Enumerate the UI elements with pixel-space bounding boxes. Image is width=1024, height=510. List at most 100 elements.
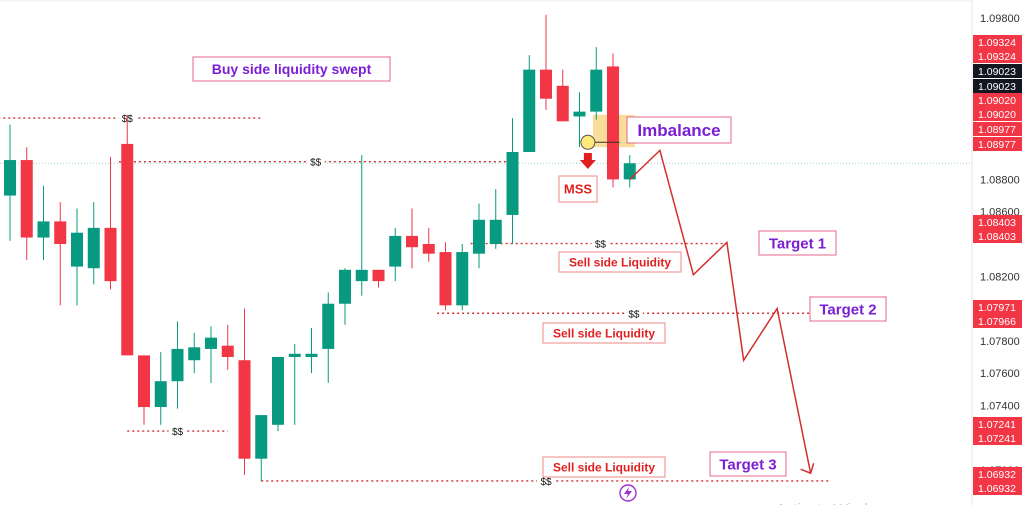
projection-path bbox=[629, 148, 815, 475]
annotation-box bbox=[542, 322, 666, 344]
annotation-box bbox=[709, 451, 787, 477]
y-tick-label: 1.07600 bbox=[980, 368, 1020, 380]
candle-body bbox=[339, 269, 351, 304]
annotation-text: Sell side Liquidity bbox=[553, 460, 655, 474]
candle-body bbox=[456, 252, 469, 306]
price-tag: 1.07971 bbox=[973, 300, 1022, 314]
candle-body bbox=[590, 69, 603, 112]
annotations: Buy side liquidity swept Imbalance MSS Sell… bbox=[192, 56, 887, 478]
price-tag-label: 1.06932 bbox=[978, 483, 1016, 495]
mss-down-arrow bbox=[579, 153, 596, 169]
candle-body bbox=[238, 360, 251, 459]
annotation-text: Buy side liquidity swept bbox=[212, 61, 372, 77]
candle-body bbox=[406, 235, 418, 248]
marker-bg bbox=[624, 308, 643, 319]
candle-body bbox=[607, 66, 619, 180]
price-tag: 1.09020 bbox=[973, 93, 1022, 107]
candle-body bbox=[439, 252, 452, 306]
price-tag-bg bbox=[973, 314, 1022, 328]
candle-body bbox=[188, 347, 201, 361]
y-tick-label: 1.08800 bbox=[980, 174, 1020, 186]
candle-body bbox=[37, 221, 50, 238]
annotation-text: Sell side Liquidity bbox=[553, 326, 655, 340]
price-tag-label: 1.08977 bbox=[978, 124, 1016, 136]
price-tag-bg bbox=[973, 49, 1022, 63]
price-tag-label: 1.08403 bbox=[978, 217, 1016, 229]
price-tag-bg bbox=[973, 93, 1022, 107]
candle-body bbox=[20, 160, 33, 238]
candle-body bbox=[138, 355, 150, 408]
annotation-box bbox=[758, 230, 837, 256]
y-tick-label: 1.07400 bbox=[980, 400, 1020, 412]
candle-body bbox=[288, 353, 301, 357]
price-tag-label: 1.07241 bbox=[978, 433, 1016, 445]
y-tick-label: 1.09800 bbox=[980, 13, 1020, 25]
price-tag: 1.09023 bbox=[973, 64, 1022, 78]
annotation-imbalance: Imbalance bbox=[626, 116, 732, 144]
misc: Activate Windows bbox=[619, 484, 894, 510]
price-tag-label: 1.08977 bbox=[978, 139, 1016, 151]
candle-body bbox=[171, 348, 184, 382]
candle-body bbox=[54, 221, 67, 244]
candle-body bbox=[322, 303, 335, 349]
candle-body bbox=[221, 345, 234, 357]
price-tag-label: 1.07241 bbox=[978, 419, 1016, 431]
candle-body bbox=[355, 269, 368, 282]
liquidity-marker: $$ bbox=[628, 309, 640, 320]
liquidity-marker: $$ bbox=[310, 158, 322, 169]
price-tag: 1.07241 bbox=[973, 431, 1022, 445]
marker-bg bbox=[591, 238, 610, 249]
candle-body bbox=[87, 227, 100, 269]
price-tag-label: 1.09023 bbox=[978, 81, 1016, 93]
candle-body bbox=[489, 219, 502, 244]
candle-body bbox=[272, 357, 284, 425]
annotation-text: Target 2 bbox=[819, 301, 876, 318]
liquidity-marker: $$ bbox=[540, 477, 552, 488]
marker-bg bbox=[537, 475, 555, 486]
price-tag-bg bbox=[973, 64, 1022, 78]
candle-body bbox=[121, 143, 134, 356]
candle-body bbox=[623, 163, 636, 180]
price-tag: 1.06932 bbox=[973, 481, 1022, 495]
candle-body bbox=[154, 381, 167, 408]
price-tags: 1.09324 1.09324 1.09023 1.09023 1.09020 1.090… bbox=[973, 35, 1022, 495]
price-tag-bg bbox=[973, 300, 1022, 314]
lightning-glyph bbox=[624, 487, 632, 499]
candle-body bbox=[540, 69, 552, 99]
price-tag-label: 1.09020 bbox=[978, 95, 1016, 107]
mss-circle bbox=[580, 134, 596, 150]
annotation-text: Sell side Liquidity bbox=[569, 255, 671, 269]
liquidity-marker: $$ bbox=[595, 240, 607, 251]
price-tag-bg bbox=[973, 79, 1022, 93]
candles bbox=[4, 14, 636, 482]
price-tag-bg bbox=[973, 35, 1022, 49]
marker-bg bbox=[306, 156, 325, 167]
price-tag-bg bbox=[973, 481, 1022, 495]
price-tag-label: 1.07971 bbox=[978, 302, 1016, 314]
annotation-target-2: Target 2 bbox=[809, 296, 887, 322]
candle-body bbox=[71, 232, 83, 267]
price-tag: 1.07966 bbox=[973, 314, 1022, 328]
annotation-box bbox=[626, 116, 732, 144]
liquidity-marker: $$ bbox=[172, 427, 184, 438]
price-tag-label: 1.06932 bbox=[978, 469, 1016, 481]
candle-body bbox=[506, 151, 519, 215]
price-tag-bg bbox=[973, 431, 1022, 445]
price-tag: 1.08977 bbox=[973, 122, 1022, 136]
price-tag-bg bbox=[973, 417, 1022, 431]
price-tag-bg bbox=[973, 467, 1022, 481]
annotation-text: MSS bbox=[564, 182, 593, 197]
candle-body bbox=[104, 227, 117, 282]
price-tag-label: 1.09324 bbox=[978, 51, 1016, 63]
annotation-target-1: Target 1 bbox=[758, 230, 837, 256]
price-tag: 1.09324 bbox=[973, 49, 1022, 63]
candle-body bbox=[389, 235, 402, 267]
projection-arrowhead bbox=[800, 463, 815, 475]
candle-body bbox=[556, 85, 569, 122]
candle-body bbox=[305, 353, 318, 357]
annotation-box bbox=[558, 175, 598, 203]
price-tag: 1.09324 bbox=[973, 35, 1022, 49]
price-tag-bg bbox=[973, 215, 1022, 229]
